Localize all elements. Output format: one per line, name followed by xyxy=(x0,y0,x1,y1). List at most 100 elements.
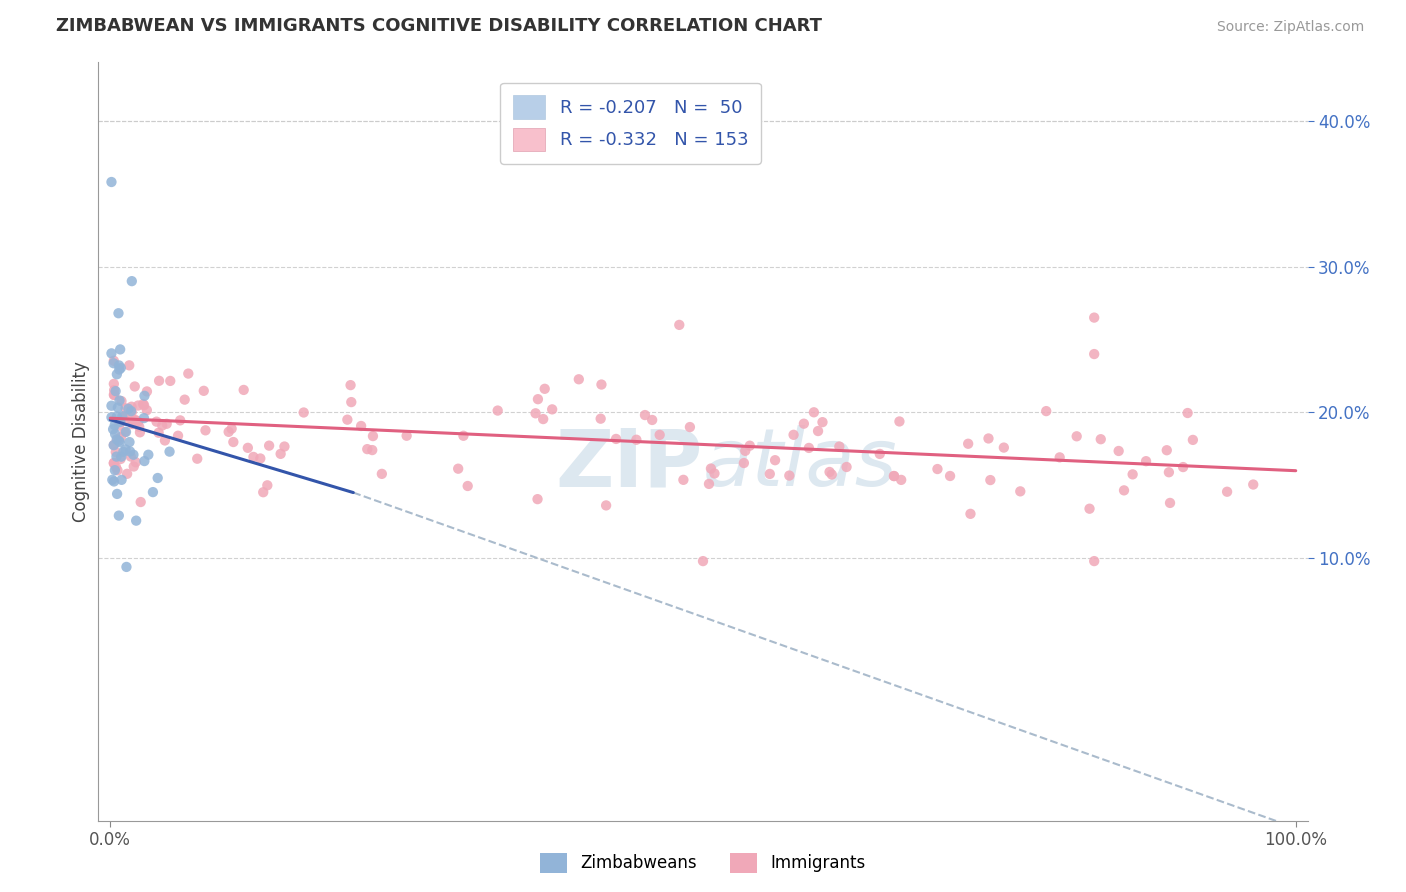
Point xyxy=(125,514,148,528)
Point xyxy=(959,507,981,521)
Point xyxy=(108,418,131,433)
Point xyxy=(361,443,384,458)
Point xyxy=(105,409,128,424)
Point xyxy=(108,434,131,448)
Point xyxy=(807,424,830,438)
Point xyxy=(103,475,125,489)
Point xyxy=(527,392,550,407)
Point xyxy=(110,360,132,375)
Point xyxy=(104,418,127,433)
Point xyxy=(100,399,122,413)
Point xyxy=(122,448,145,462)
Point xyxy=(104,463,127,477)
Point xyxy=(1122,467,1144,482)
Point xyxy=(108,359,131,373)
Point xyxy=(108,362,131,376)
Point xyxy=(118,444,141,458)
Point xyxy=(763,453,786,467)
Point xyxy=(114,442,136,457)
Y-axis label: Cognitive Disability: Cognitive Disability xyxy=(72,361,90,522)
Point xyxy=(108,415,131,429)
Point xyxy=(105,433,128,447)
Point xyxy=(100,410,122,425)
Point xyxy=(132,411,155,425)
Point xyxy=(526,492,548,507)
Point xyxy=(1157,465,1180,479)
Point xyxy=(121,417,143,431)
Point xyxy=(568,372,591,386)
Point xyxy=(648,428,671,442)
Point xyxy=(1177,406,1199,420)
Point xyxy=(129,425,152,440)
Point xyxy=(115,560,138,574)
Point xyxy=(114,425,136,439)
Point xyxy=(110,452,132,467)
Text: Source: ZipAtlas.com: Source: ZipAtlas.com xyxy=(1216,21,1364,34)
Point xyxy=(782,427,804,442)
Point xyxy=(132,398,155,412)
Point xyxy=(110,450,132,464)
Point xyxy=(447,461,470,475)
Point xyxy=(108,435,131,450)
Point xyxy=(486,403,509,417)
Point xyxy=(169,413,191,427)
Point xyxy=(127,399,149,413)
Point xyxy=(778,468,800,483)
Point xyxy=(156,417,179,431)
Point xyxy=(292,405,315,419)
Point xyxy=(236,441,259,455)
Point xyxy=(531,412,554,426)
Point xyxy=(811,415,834,429)
Point xyxy=(626,433,648,447)
Point xyxy=(135,384,157,399)
Point xyxy=(797,441,820,455)
Point xyxy=(112,414,135,428)
Text: atlas: atlas xyxy=(703,425,898,503)
Point xyxy=(122,459,145,474)
Point xyxy=(218,425,240,439)
Point xyxy=(340,395,363,409)
Point xyxy=(103,438,125,452)
Point xyxy=(1171,460,1194,475)
Point xyxy=(124,413,146,427)
Point xyxy=(835,460,858,475)
Point xyxy=(361,429,384,443)
Point xyxy=(1083,347,1105,361)
Point xyxy=(108,393,131,408)
Point xyxy=(222,435,245,450)
Point xyxy=(138,448,160,462)
Point xyxy=(591,377,613,392)
Point xyxy=(150,418,173,433)
Point xyxy=(1156,443,1178,458)
Point xyxy=(153,434,176,448)
Point xyxy=(533,382,555,396)
Point xyxy=(100,175,122,189)
Point xyxy=(121,405,143,419)
Point xyxy=(194,423,217,437)
Point xyxy=(125,413,148,427)
Point xyxy=(118,435,141,450)
Point xyxy=(103,438,125,452)
Point xyxy=(103,376,125,391)
Point xyxy=(457,479,479,493)
Point xyxy=(105,487,128,501)
Point xyxy=(124,379,146,393)
Point xyxy=(115,425,138,439)
Point xyxy=(828,440,851,454)
Point xyxy=(371,467,394,481)
Point xyxy=(273,440,295,454)
Point xyxy=(793,417,815,431)
Point xyxy=(697,477,720,491)
Point xyxy=(142,485,165,500)
Point xyxy=(595,499,617,513)
Point xyxy=(734,443,756,458)
Point xyxy=(121,415,143,429)
Point xyxy=(339,378,361,392)
Point xyxy=(249,451,271,466)
Text: ZIP: ZIP xyxy=(555,425,703,503)
Point xyxy=(350,419,373,434)
Point xyxy=(103,356,125,370)
Point xyxy=(111,409,134,424)
Point xyxy=(105,433,128,447)
Point xyxy=(108,343,131,357)
